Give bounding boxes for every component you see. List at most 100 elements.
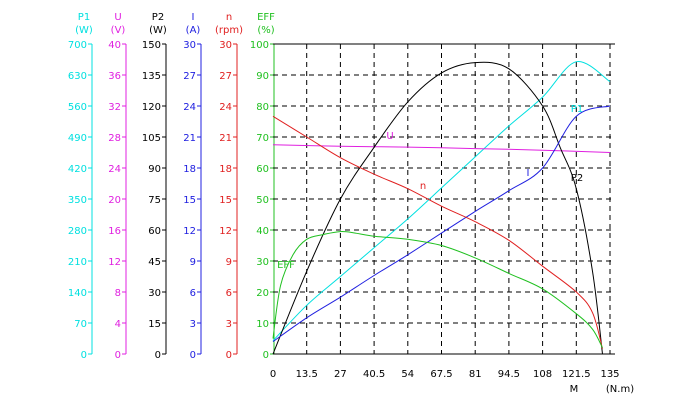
y-axis-n: n (rpm) 0 3 6 9 12 15 18 21 24 27 30 <box>215 12 243 361</box>
y-tick-label: 150 <box>142 40 161 51</box>
y-tick-label: 210 <box>68 257 87 268</box>
y-tick-label: 30 <box>148 288 161 299</box>
y-tick-label: 15 <box>183 195 196 206</box>
y-tick-label: 12 <box>108 257 121 268</box>
y-axis-p2: P2 (W) 0 15 30 45 60 75 90 105 120 135 150 <box>142 12 167 361</box>
y-tick-label: 75 <box>148 195 161 206</box>
y-tick-label: 420 <box>68 164 87 175</box>
series-label-p1: P1 <box>571 104 583 115</box>
x-tick-label: 27 <box>334 369 347 380</box>
y-tick-label: 27 <box>219 71 232 82</box>
x-tick-label: 121.5 <box>562 369 591 380</box>
y-tick-label: 24 <box>183 102 196 113</box>
y-axis-unit: (W) <box>149 25 167 36</box>
y-tick-label: 70 <box>256 133 269 144</box>
x-tick-label: 135 <box>600 369 619 380</box>
x-tick-label: 13.5 <box>296 369 318 380</box>
y-tick-label: 24 <box>219 102 232 113</box>
series-line-n <box>272 115 603 349</box>
series-line-u <box>272 144 611 153</box>
y-tick-label: 21 <box>219 133 232 144</box>
y-tick-label: 18 <box>183 164 196 175</box>
x-axis-unit: (N.m) <box>606 384 634 395</box>
series-label-p2: P2 <box>571 173 583 184</box>
y-tick-label: 3 <box>226 319 232 330</box>
y-axis-title: U <box>114 12 121 23</box>
y-tick-label: 28 <box>108 133 121 144</box>
y-axis-unit: (W) <box>75 25 93 36</box>
y-axis-title: P1 <box>78 12 90 23</box>
y-axis-p1: P1 (W) 0 70 140 210 280 350 420 490 560 630 700 <box>68 12 93 361</box>
y-tick-label: 140 <box>68 288 87 299</box>
series-label-eff: EFF <box>277 260 295 271</box>
y-tick-label: 20 <box>108 195 121 206</box>
series-line-p1 <box>272 61 611 342</box>
plot-area <box>273 43 615 355</box>
y-tick-label: 70 <box>74 319 87 330</box>
y-tick-label: 12 <box>219 226 232 237</box>
y-tick-label: 0 <box>81 350 87 361</box>
y-tick-label: 30 <box>183 40 196 51</box>
y-tick-label: 60 <box>148 226 161 237</box>
x-tick-label: 67.5 <box>430 369 452 380</box>
y-tick-label: 350 <box>68 195 87 206</box>
y-tick-label: 90 <box>256 71 269 82</box>
grid <box>273 44 615 354</box>
series-label-i: I <box>527 168 530 179</box>
y-tick-label: 60 <box>256 164 269 175</box>
y-tick-label: 280 <box>68 226 87 237</box>
y-axis-unit: (rpm) <box>215 25 243 36</box>
y-tick-label: 105 <box>142 133 161 144</box>
y-tick-label: 36 <box>108 71 121 82</box>
y-tick-label: 560 <box>68 102 87 113</box>
y-tick-label: 120 <box>142 102 161 113</box>
y-tick-label: 80 <box>256 102 269 113</box>
y-tick-label: 16 <box>108 226 121 237</box>
y-tick-label: 50 <box>256 195 269 206</box>
x-axis-title: M <box>570 384 579 395</box>
x-tick-label: 0 <box>270 369 276 380</box>
y-axis-unit: (A) <box>186 25 201 36</box>
y-tick-label: 0 <box>263 350 269 361</box>
y-axis-unit: (%) <box>257 25 274 36</box>
y-tick-label: 4 <box>115 319 121 330</box>
y-tick-label: 135 <box>142 71 161 82</box>
y-tick-label: 15 <box>148 319 161 330</box>
y-tick-label: 100 <box>250 40 269 51</box>
y-axis-eff: EFF (%) 0 10 20 30 40 50 60 70 80 90 100 <box>250 12 275 361</box>
series-line-i <box>272 105 611 343</box>
y-tick-label: 20 <box>256 288 269 299</box>
y-tick-label: 40 <box>256 226 269 237</box>
y-tick-label: 10 <box>256 319 269 330</box>
y-tick-label: 9 <box>190 257 196 268</box>
y-tick-label: 700 <box>68 40 87 51</box>
y-tick-label: 40 <box>108 40 121 51</box>
series-line-p2 <box>272 61 603 355</box>
y-axis-title: n <box>226 12 232 23</box>
y-tick-label: 32 <box>108 102 121 113</box>
x-tick-label: 108 <box>533 369 552 380</box>
y-tick-label: 0 <box>115 350 121 361</box>
y-tick-label: 15 <box>219 195 232 206</box>
x-tick-label: 54 <box>401 369 414 380</box>
x-tick-label: 94.5 <box>498 369 520 380</box>
y-axis-unit: (V) <box>111 25 126 36</box>
y-tick-label: 21 <box>183 133 196 144</box>
x-tick-label: 81 <box>469 369 482 380</box>
series-label-u: U <box>386 131 393 142</box>
y-tick-label: 6 <box>226 288 232 299</box>
series-label-n: n <box>420 181 426 192</box>
y-tick-label: 0 <box>155 350 161 361</box>
y-tick-label: 0 <box>190 350 196 361</box>
y-tick-label: 27 <box>183 71 196 82</box>
y-tick-label: 30 <box>256 257 269 268</box>
y-axes: P1(W)070140210280350420490560630700U(V)0… <box>68 12 275 361</box>
curves <box>272 61 611 355</box>
y-axis-title: I <box>192 12 195 23</box>
y-axis-i: I (A) 0 3 6 9 12 15 18 21 24 27 30 <box>183 12 202 361</box>
x-axis: 0 13.5 27 40.5 54 67.5 81 94.5 108 121.5 135 M (N.m) <box>270 369 634 395</box>
y-tick-label: 30 <box>219 40 232 51</box>
y-tick-label: 18 <box>219 164 232 175</box>
y-tick-label: 12 <box>183 226 196 237</box>
